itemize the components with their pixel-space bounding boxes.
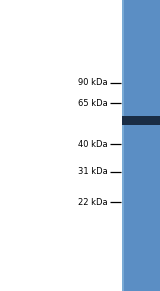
Text: 90 kDa: 90 kDa (78, 79, 108, 87)
Bar (122, 0, 124, 291)
Bar (122, 116, 160, 125)
Text: 31 kDa: 31 kDa (78, 167, 108, 176)
Text: 22 kDa: 22 kDa (78, 198, 108, 207)
Text: 40 kDa: 40 kDa (78, 140, 108, 148)
Text: 65 kDa: 65 kDa (78, 99, 108, 108)
Bar (122, 0, 160, 291)
